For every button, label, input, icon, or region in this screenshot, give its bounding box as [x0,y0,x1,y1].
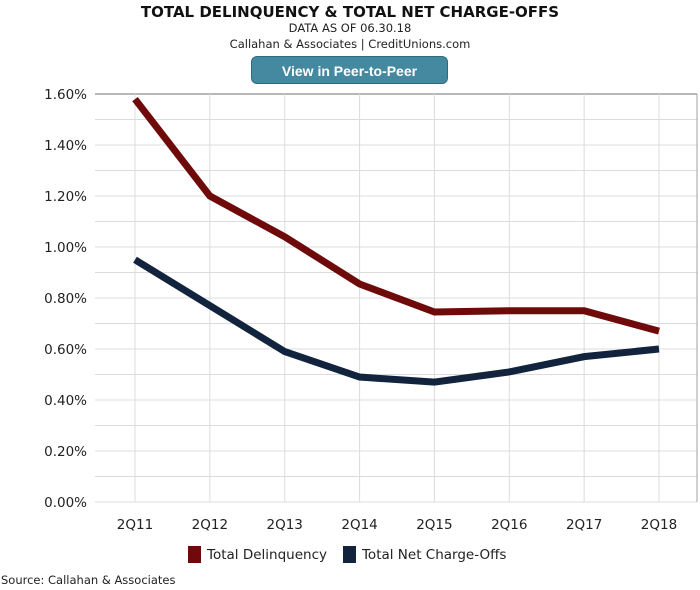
y-tick-label: 0.40% [44,393,87,409]
x-tick-label: 2Q15 [416,517,452,533]
series-line-charge-offs [133,256,660,386]
line-chart: 2Q11 2Q12 2Q13 2Q14 2Q15 2Q16 2Q17 2Q18 0.00% 0.2… [44,87,698,533]
legend-swatch-delinquency [188,546,201,563]
x-tick-label: 2Q17 [566,517,602,533]
x-tick-label: 2Q18 [641,517,677,533]
y-tick-label: 0.60% [44,342,87,358]
x-tick-label: 2Q11 [117,517,153,533]
legend-item-delinquency: Total Delinquency [188,546,327,563]
legend-label: Total Delinquency [207,546,327,563]
x-tick-label: 2Q16 [491,517,527,533]
y-tick-label: 1.20% [44,189,87,205]
y-tick-label: 0.20% [44,444,87,460]
y-tick-label: 0.80% [44,291,87,307]
chart-title: TOTAL DELINQUENCY & TOTAL NET CHARGE-OFF… [140,3,560,21]
view-in-peer-to-peer-button[interactable]: View in Peer-to-Peer [251,56,448,84]
x-tick-label: 2Q14 [341,517,377,533]
y-tick-label: 1.40% [44,138,87,154]
y-tick-label: 1.60% [44,87,87,103]
legend: Total Delinquency Total Net Charge-Offs [188,546,506,563]
credit-line: Callahan & Associates | CreditUnions.com [229,37,471,51]
x-tick-label: 2Q13 [267,517,303,533]
y-tick-label: 1.00% [44,240,87,256]
y-tick-label: 0.00% [44,495,87,511]
series-line-delinquency [132,96,660,335]
legend-swatch-charge-offs [342,546,356,563]
x-tick-label: 2Q12 [192,517,228,533]
legend-label: Total Net Charge-Offs [361,546,507,563]
data-as-of: DATA AS OF 06.30.18 [288,21,412,35]
source-note: Source: Callahan & Associates [1,573,176,587]
legend-item-charge-offs: Total Net Charge-Offs [342,546,507,563]
